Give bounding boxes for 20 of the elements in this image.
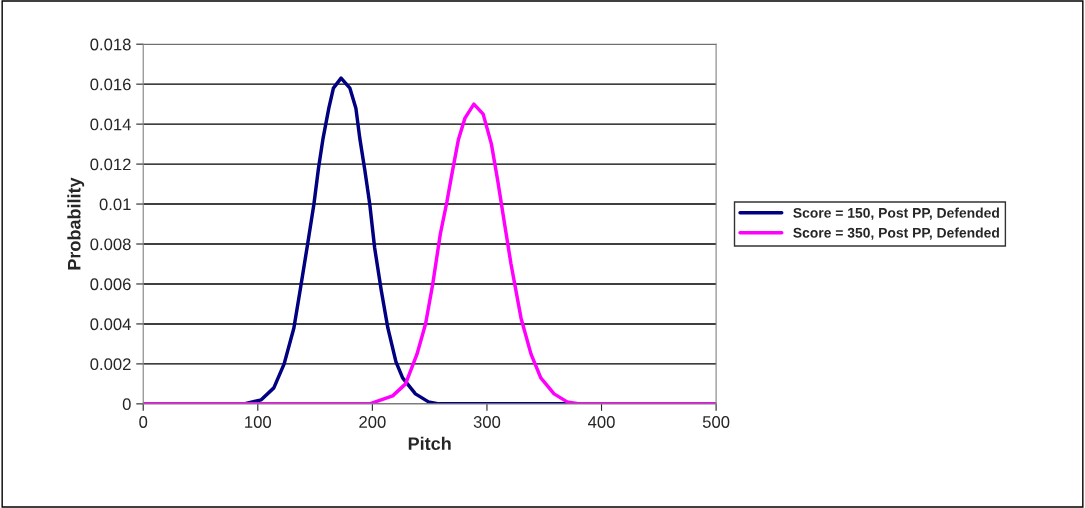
- x-axis-title: Pitch: [408, 436, 451, 451]
- x-tick-label: 100: [245, 416, 272, 428]
- legend-label: Score = 150, Post PP, Defended: [793, 207, 999, 220]
- y-tick-label: 0.006: [90, 278, 131, 291]
- y-tick-label: 0: [122, 398, 131, 411]
- x-tick-label: 200: [359, 416, 386, 428]
- y-tick-label: 0.018: [90, 38, 131, 51]
- x-tick-label: 500: [702, 416, 730, 428]
- y-axis-title: Probability: [67, 177, 85, 270]
- legend-label: Score = 350, Post PP, Defended: [793, 227, 999, 240]
- x-tick-label: 400: [588, 416, 615, 428]
- y-tick-label: 0.012: [90, 158, 131, 171]
- y-tick-label: 0.01: [99, 198, 131, 211]
- y-tick-label: 0.008: [90, 238, 131, 251]
- y-tick-label: 0.002: [90, 358, 131, 371]
- x-tick-label: 300: [473, 416, 501, 428]
- x-tick-label: 0: [139, 416, 148, 428]
- y-tick-label: 0.014: [90, 118, 131, 131]
- y-tick-label: 0.004: [90, 318, 131, 331]
- y-tick-label: 0.016: [90, 78, 131, 91]
